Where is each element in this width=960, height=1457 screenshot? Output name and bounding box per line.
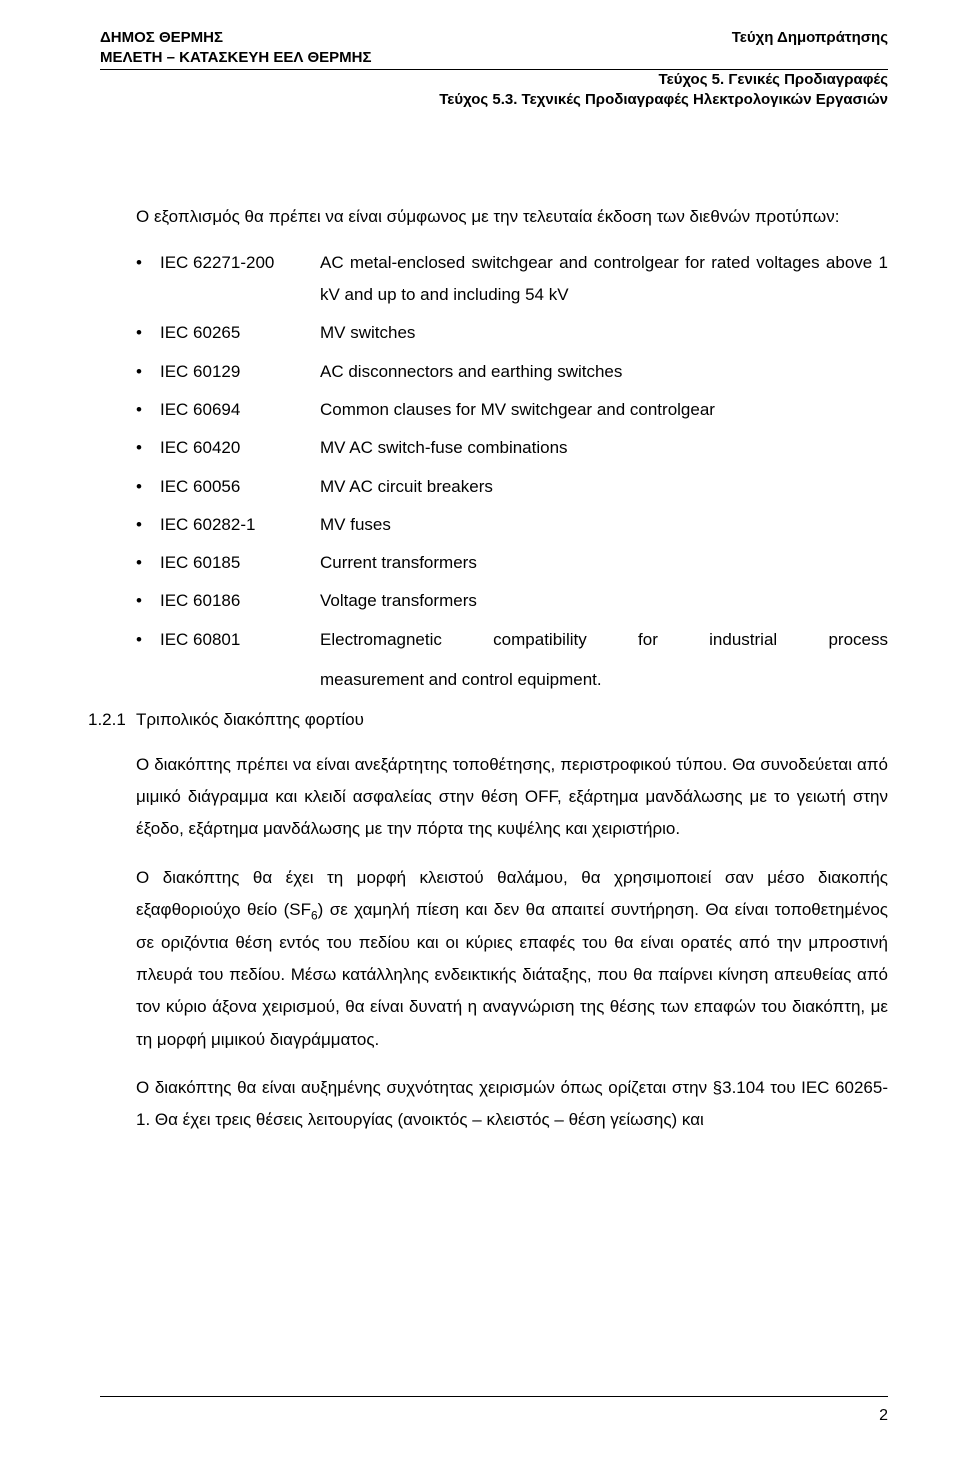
spec-code: IEC 60265 — [160, 317, 320, 349]
spec-item: • IEC 60185 Current transformers — [136, 547, 888, 579]
spec-code: IEC 60420 — [160, 432, 320, 464]
spec-desc: AC disconnectors and earthing switches — [320, 356, 888, 388]
header-right-line1: Τεύχη Δημοπράτησης — [732, 28, 888, 48]
spec-code: IEC 60694 — [160, 394, 320, 426]
header-right-line2: Τεύχος 5. Γενικές Προδιαγραφές — [100, 70, 888, 90]
paragraph: Ο διακόπτης θα είναι αυξημένης συχνότητα… — [136, 1072, 888, 1137]
spec-item: • IEC 60265 MV switches — [136, 317, 888, 349]
spec-desc: Electromagnetic compatibility for indust… — [320, 624, 888, 656]
footer-rule — [100, 1396, 888, 1397]
subscript: 6 — [311, 908, 318, 922]
spec-item: • IEC 60420 MV AC switch-fuse combinatio… — [136, 432, 888, 464]
spec-item: • IEC 60056 MV AC circuit breakers — [136, 471, 888, 503]
subsection-title: Τριπολικός διακόπτης φορτίου — [136, 704, 888, 736]
page-body: Ο εξοπλισμός θα πρέπει να είναι σύμφωνος… — [100, 201, 888, 1137]
bullet-icon: • — [136, 624, 160, 656]
subsection-number: 1.2.1 — [88, 704, 136, 736]
spec-code: IEC 62271-200 — [160, 247, 320, 279]
spec-desc: AC metal-enclosed switchgear and control… — [320, 247, 888, 312]
spec-item: • IEC 60186 Voltage transformers — [136, 585, 888, 617]
bullet-icon: • — [136, 432, 160, 464]
bullet-icon: • — [136, 471, 160, 503]
spec-code: IEC 60185 — [160, 547, 320, 579]
spec-desc: Common clauses for MV switchgear and con… — [320, 394, 888, 426]
spec-desc-continuation: measurement and control equipment. — [320, 664, 888, 696]
bullet-icon: • — [136, 317, 160, 349]
subsection-heading: 1.2.1 Τριπολικός διακόπτης φορτίου — [100, 704, 888, 736]
page: ΔΗΜΟΣ ΘΕΡΜΗΣ ΜΕΛΕΤΗ – ΚΑΤΑΣΚΕΥΗ ΕΕΛ ΘΕΡΜ… — [0, 0, 960, 1457]
spec-item: • IEC 60282-1 MV fuses — [136, 509, 888, 541]
header-right: Τεύχη Δημοπράτησης — [732, 28, 888, 48]
spec-code: IEC 60801 — [160, 624, 320, 656]
spec-desc: MV switches — [320, 317, 888, 349]
header-left-line1: ΔΗΜΟΣ ΘΕΡΜΗΣ — [100, 28, 372, 48]
intro-paragraph: Ο εξοπλισμός θα πρέπει να είναι σύμφωνος… — [136, 201, 888, 233]
paragraph: Ο διακόπτης θα έχει τη μορφή κλειστού θα… — [136, 862, 888, 1056]
bullet-icon: • — [136, 585, 160, 617]
spec-desc: MV fuses — [320, 509, 888, 541]
spec-desc: Current transformers — [320, 547, 888, 579]
header-sub: Τεύχος 5. Γενικές Προδιαγραφές Τεύχος 5.… — [100, 70, 888, 111]
bullet-icon: • — [136, 509, 160, 541]
spec-item: • IEC 60801 Electromagnetic compatibilit… — [136, 624, 888, 656]
spec-code: IEC 60129 — [160, 356, 320, 388]
bullet-icon: • — [136, 247, 160, 279]
spec-list: • IEC 62271-200 AC metal-enclosed switch… — [136, 247, 888, 656]
spec-item: • IEC 60129 AC disconnectors and earthin… — [136, 356, 888, 388]
spec-desc: MV AC switch-fuse combinations — [320, 432, 888, 464]
paragraph: Ο διακόπτης πρέπει να είναι ανεξάρτητης … — [136, 749, 888, 846]
header-left-line2: ΜΕΛΕΤΗ – ΚΑΤΑΣΚΕΥΗ ΕΕΛ ΘΕΡΜΗΣ — [100, 48, 372, 68]
bullet-icon: • — [136, 356, 160, 388]
spec-desc: Voltage transformers — [320, 585, 888, 617]
spec-item: • IEC 60694 Common clauses for MV switch… — [136, 394, 888, 426]
spec-item: • IEC 62271-200 AC metal-enclosed switch… — [136, 247, 888, 312]
paragraph-text: ) σε χαμηλή πίεση και δεν θα απαιτεί συν… — [136, 900, 888, 1049]
page-number: 2 — [879, 1407, 888, 1425]
spec-code: IEC 60056 — [160, 471, 320, 503]
page-header: ΔΗΜΟΣ ΘΕΡΜΗΣ ΜΕΛΕΤΗ – ΚΑΤΑΣΚΕΥΗ ΕΕΛ ΘΕΡΜ… — [100, 28, 888, 67]
header-left: ΔΗΜΟΣ ΘΕΡΜΗΣ ΜΕΛΕΤΗ – ΚΑΤΑΣΚΕΥΗ ΕΕΛ ΘΕΡΜ… — [100, 28, 372, 67]
bullet-icon: • — [136, 394, 160, 426]
spec-desc: MV AC circuit breakers — [320, 471, 888, 503]
spec-code: IEC 60186 — [160, 585, 320, 617]
bullet-icon: • — [136, 547, 160, 579]
spec-code: IEC 60282-1 — [160, 509, 320, 541]
header-right-line3: Τεύχος 5.3. Τεχνικές Προδιαγραφές Ηλεκτρ… — [100, 90, 888, 110]
